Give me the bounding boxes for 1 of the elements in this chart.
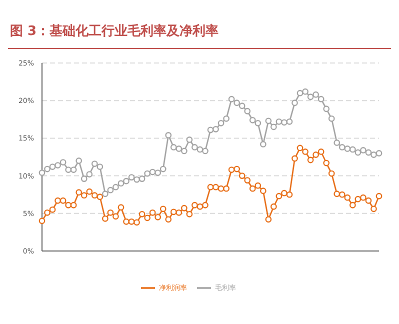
chart-title: 图 3：基础化工行业毛利率及净利率 xyxy=(8,8,391,49)
